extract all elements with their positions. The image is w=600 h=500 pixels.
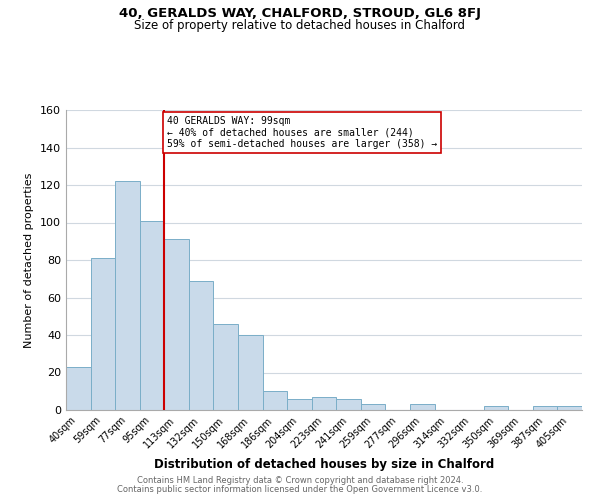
Bar: [189, 280, 214, 410]
Text: Size of property relative to detached houses in Chalford: Size of property relative to detached ho…: [134, 19, 466, 32]
Bar: [91, 258, 115, 410]
Bar: [557, 406, 582, 410]
X-axis label: Distribution of detached houses by size in Chalford: Distribution of detached houses by size …: [154, 458, 494, 471]
Text: 40, GERALDS WAY, CHALFORD, STROUD, GL6 8FJ: 40, GERALDS WAY, CHALFORD, STROUD, GL6 8…: [119, 8, 481, 20]
Y-axis label: Number of detached properties: Number of detached properties: [25, 172, 34, 348]
Bar: [336, 399, 361, 410]
Text: Contains public sector information licensed under the Open Government Licence v3: Contains public sector information licen…: [118, 485, 482, 494]
Bar: [287, 399, 312, 410]
Bar: [312, 397, 336, 410]
Bar: [66, 367, 91, 410]
Bar: [115, 181, 140, 410]
Bar: [164, 240, 189, 410]
Bar: [140, 220, 164, 410]
Text: Contains HM Land Registry data © Crown copyright and database right 2024.: Contains HM Land Registry data © Crown c…: [137, 476, 463, 485]
Bar: [214, 324, 238, 410]
Bar: [361, 404, 385, 410]
Bar: [410, 404, 434, 410]
Bar: [263, 391, 287, 410]
Bar: [484, 406, 508, 410]
Bar: [238, 335, 263, 410]
Bar: [533, 406, 557, 410]
Text: 40 GERALDS WAY: 99sqm
← 40% of detached houses are smaller (244)
59% of semi-det: 40 GERALDS WAY: 99sqm ← 40% of detached …: [167, 116, 437, 149]
